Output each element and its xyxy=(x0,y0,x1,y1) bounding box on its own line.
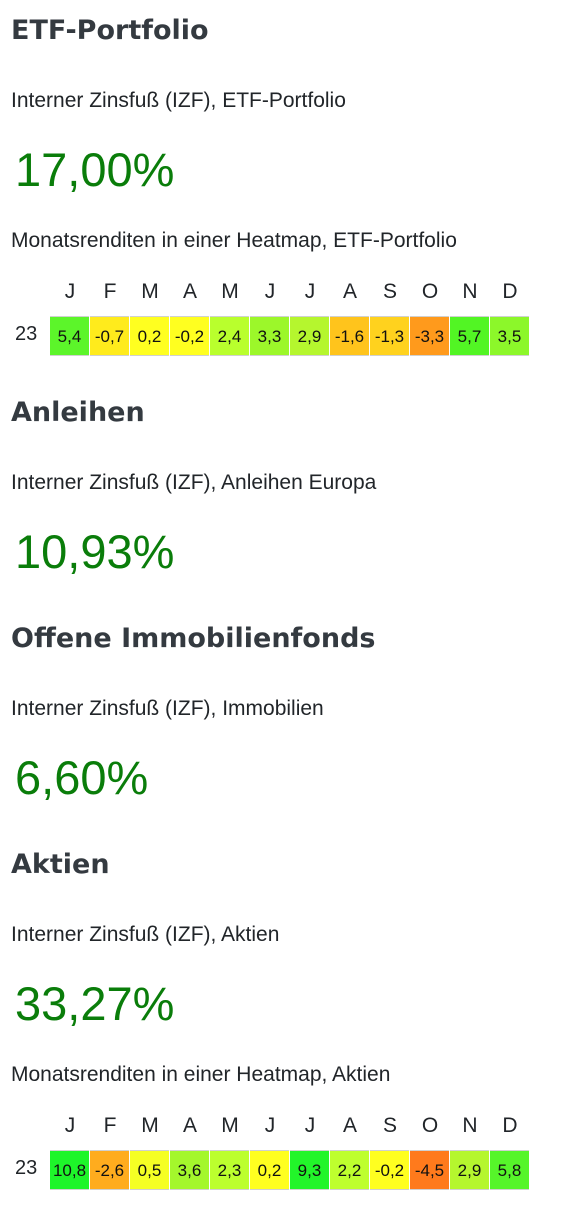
month-header: J xyxy=(64,280,76,303)
irr-label: Interner Zinsfuß (IZF), Aktien xyxy=(11,923,280,946)
heatmap-cell: 9,3 xyxy=(290,1150,329,1190)
irr-label: Interner Zinsfuß (IZF), Anleihen Europa xyxy=(11,471,377,494)
month-header: M xyxy=(221,1114,239,1137)
month-header: M xyxy=(141,280,159,303)
irr-label: Interner Zinsfuß (IZF), ETF-Portfolio xyxy=(11,89,346,112)
heatmap-cell: 10,8 xyxy=(50,1150,89,1190)
irr-value: 17,00% xyxy=(15,143,175,196)
heatmap-cell: -2,6 xyxy=(90,1150,129,1190)
heatmap-cell: 2,2 xyxy=(330,1150,369,1190)
heatmap-cell: 2,9 xyxy=(450,1150,489,1190)
heatmap-cell: 3,5 xyxy=(490,316,529,356)
heatmap-cell: 2,9 xyxy=(290,316,329,356)
section-heading: Offene Immobilienfonds xyxy=(11,623,376,654)
month-header: M xyxy=(141,1114,159,1137)
month-header: J xyxy=(64,1114,76,1137)
heatmap-cell: 5,7 xyxy=(450,316,489,356)
heatmap-cell: 5,4 xyxy=(50,316,89,356)
heatmap-cell: -4,5 xyxy=(410,1150,449,1190)
month-header: A xyxy=(182,280,197,303)
heatmap-cell: 2,4 xyxy=(210,316,249,356)
month-header: N xyxy=(462,1114,478,1137)
heatmap-cell: -1,3 xyxy=(370,316,409,356)
month-header: J xyxy=(304,280,316,303)
heatmap-cell-row: 10,8 -2,6 0,5 3,6 2,3 0,2 9,3 2,2 -0,2 -4,5 2,9 5,8 xyxy=(50,1150,530,1190)
month-header: A xyxy=(342,1114,357,1137)
heatmap-cell-row: 5,4 -0,7 0,2 -0,2 2,4 3,3 2,9 -1,6 -1,3 -3,3 5,7 3,… xyxy=(50,316,530,356)
month-header: D xyxy=(502,280,518,303)
month-header: F xyxy=(103,280,117,303)
month-header: J xyxy=(304,1114,316,1137)
month-header: A xyxy=(342,280,357,303)
section-heading: Anleihen xyxy=(11,397,145,428)
heatmap-cell: -3,3 xyxy=(410,316,449,356)
heatmap-cell: 0,2 xyxy=(250,1150,289,1190)
month-header: S xyxy=(382,280,397,303)
heatmap-cell: -0,2 xyxy=(170,316,209,356)
month-header: A xyxy=(182,1114,197,1137)
irr-value: 10,93% xyxy=(15,525,175,578)
section-etf-portfolio: ETF-Portfolio Interner Zinsfuß (IZF), ET… xyxy=(11,15,551,356)
month-header: S xyxy=(382,1114,397,1137)
heatmap-cell: -0,2 xyxy=(370,1150,409,1190)
heatmap-cell: -1,6 xyxy=(330,316,369,356)
heatmap-cell: 3,6 xyxy=(170,1150,209,1190)
irr-label: Interner Zinsfuß (IZF), Immobilien xyxy=(11,697,324,720)
heatmap-cell: 3,3 xyxy=(250,316,289,356)
month-header: O xyxy=(421,280,439,303)
heatmap-label: Monatsrenditen in einer Heatmap, ETF-Por… xyxy=(11,229,457,252)
section-anleihen: Anleihen Interner Zinsfuß (IZF), Anleihe… xyxy=(11,397,551,578)
heatmap-label: Monatsrenditen in einer Heatmap, Aktien xyxy=(11,1063,391,1086)
month-header: J xyxy=(264,1114,276,1137)
month-header: J xyxy=(264,280,276,303)
year-label: 23 xyxy=(15,1157,38,1179)
heatmap-cell: 0,2 xyxy=(130,316,169,356)
heatmap-cell: 0,5 xyxy=(130,1150,169,1190)
section-aktien: Aktien Interner Zinsfuß (IZF), Aktien 33… xyxy=(11,849,551,1190)
year-label: 23 xyxy=(15,323,38,345)
month-header: O xyxy=(421,1114,439,1137)
heatmap-cell: -0,7 xyxy=(90,316,129,356)
heatmap-cell: 2,3 xyxy=(210,1150,249,1190)
irr-value: 33,27% xyxy=(15,977,175,1030)
section-offene-immobilienfonds: Offene Immobilienfonds Interner Zinsfuß … xyxy=(11,623,551,804)
heatmap-cell: 5,8 xyxy=(490,1150,529,1190)
month-header: M xyxy=(221,280,239,303)
month-header: D xyxy=(502,1114,518,1137)
section-heading: Aktien xyxy=(11,849,110,880)
month-header: N xyxy=(462,280,478,303)
irr-value: 6,60% xyxy=(15,751,149,804)
month-header: F xyxy=(103,1114,117,1137)
section-heading: ETF-Portfolio xyxy=(11,15,209,46)
